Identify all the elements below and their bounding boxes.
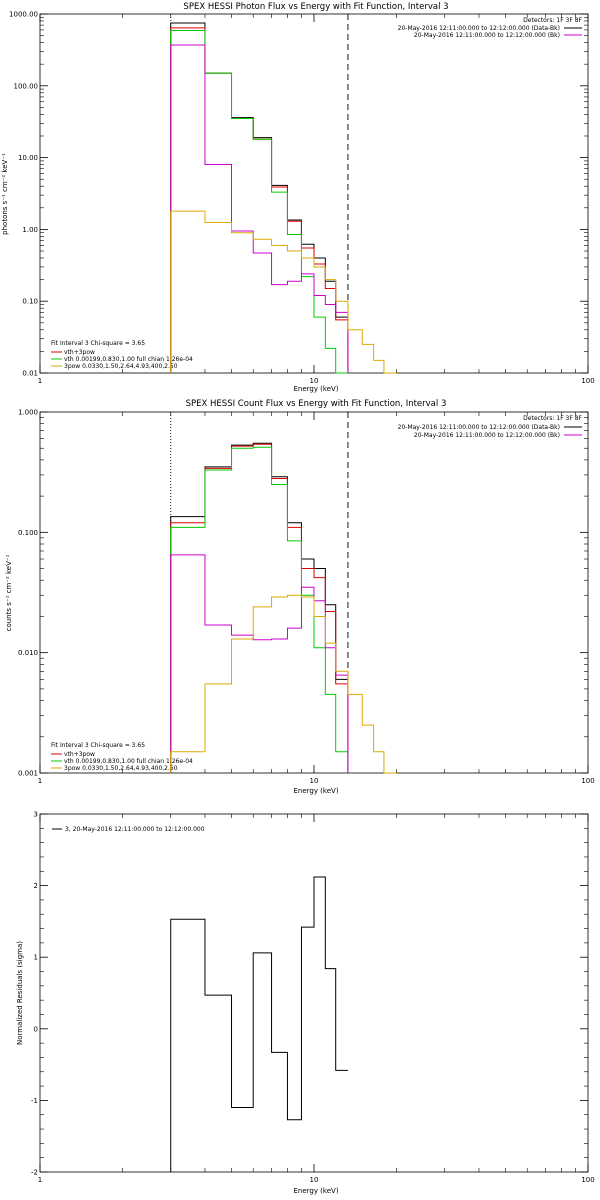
photon-flux-vlines [170, 14, 349, 373]
photon-flux-xlabel: Energy (keV) [293, 385, 338, 393]
count-flux-ytick-label-0-1: 0.100 [18, 529, 38, 537]
photon-flux-ylabel: photons s⁻¹ cm⁻² keV⁻¹ [1, 153, 9, 235]
residuals-xtick-label-1: 1 [38, 1176, 42, 1184]
photon-flux-detectors: Detectors: 1F 3F 8F [523, 17, 582, 24]
photon-flux-ytick-label-1: 1.00 [22, 226, 38, 234]
count-flux-legend-vth: vth 0.00199,0.830,1.00 full chian 1.26e-… [64, 758, 193, 765]
photon-flux-ticks: 1 10 100 0.01 0.10 1.00 10.00 100.00 1000.00 [9, 11, 595, 386]
residuals-legend: 3, 20-May-2016 12:11:00.000 to 12:12:00.… [65, 826, 205, 833]
count-flux-series-vth-0-00199-0-830-1-00-full-chian-1-26e- [170, 446, 349, 773]
count-flux-series [170, 442, 397, 774]
residuals-series [170, 876, 348, 1172]
residuals-xlabel: Energy (keV) [293, 1187, 338, 1195]
count-flux-ytick-label-0-001: 0.001 [18, 770, 38, 778]
count-flux-series-20-may-2016-12-11-00-000-to-12-12-00-000 [170, 554, 349, 773]
count-flux-xlabel: Energy (keV) [293, 787, 338, 795]
residuals-plot-frame [39, 813, 589, 1173]
count-flux-legend-vth3pow: vth+3pow [64, 751, 95, 758]
count-flux-ylabel: counts s⁻¹ cm⁻² keV⁻¹ [5, 554, 13, 631]
photon-flux-legend-data-bk: 20-May-2016 12:11:00.000 to 12:12:00.000… [398, 25, 560, 32]
residuals-ytick-label-2: -2 [31, 1169, 38, 1177]
photon-flux-ytick-label-10: 10.00 [18, 154, 38, 162]
residuals-ytick-label-3: 3 [34, 811, 38, 819]
photon-flux-fit-label: Fit Interval 3 Chi-square = 3.65 [51, 340, 145, 347]
photon-flux-series-3pow-0-0330-1-50-2-64-4-93-400-2-50 [170, 210, 397, 374]
count-flux-xtick-label-100: 100 [581, 777, 594, 785]
residuals-ytick-label-2: 2 [34, 882, 38, 890]
photon-flux-series-20-may-2016-12-11-00-000-to-12-12-00-000 [170, 22, 349, 373]
photon-flux-panel: SPEX HESSI Photon Flux vs Energy with Fi… [1, 2, 595, 393]
count-flux-xtick-label-10: 10 [310, 777, 319, 785]
photon-flux-plot-frame [39, 13, 589, 374]
residuals-ytick-label-0: 0 [34, 1025, 38, 1033]
photon-flux-ytick-label-0-1: 0.10 [22, 298, 38, 306]
photon-flux-legend-vth: vth 0.00199,0.830,1.00 full chian 1.26e-… [64, 356, 193, 363]
count-flux-xtick-label-1: 1 [38, 777, 42, 785]
residuals-ytick-label-1: 1 [34, 954, 38, 962]
photon-flux-legend-vth3pow: vth+3pow [64, 349, 95, 356]
photon-flux-xtick-label-10: 10 [310, 377, 319, 385]
count-flux-legend-bk: 20-May-2016 12:11:00.000 to 12:12:00.000… [414, 432, 560, 439]
count-flux-vlines [170, 412, 349, 773]
count-flux-detectors: Detectors: 1F 3F 8F [523, 415, 582, 422]
count-flux-panel: SPEX HESSI Count Flux vs Energy with Fit… [5, 399, 595, 795]
photon-flux-series-vth-3pow [170, 27, 349, 373]
residuals-ylabel: Normalized Residuals (sigma) [16, 941, 24, 1045]
photon-flux-xtick-label-1: 1 [38, 377, 42, 385]
count-flux-series-20-may-2016-12-11-00-000-to-12-12-00-000 [170, 442, 349, 773]
photon-flux-ytick-label-0-01: 0.01 [22, 370, 38, 378]
photon-flux-xtick-label-100: 100 [581, 377, 594, 385]
count-flux-series-3pow-0-0330-1-50-2-64-4-93-400-2-50 [170, 594, 397, 774]
count-flux-ytick-label-1: 1.000 [18, 409, 38, 417]
residuals-xtick-label-100: 100 [581, 1176, 594, 1184]
count-flux-ytick-label-0-01: 0.010 [18, 649, 38, 657]
residuals-ticks: 1 10 100 -2 -1 0 1 2 3 [31, 811, 595, 1185]
residuals-series-3-20-may-2016-12-11-00-000-to-12-12-00-0 [170, 876, 348, 1172]
photon-flux-ytick-label-1000: 1000.00 [9, 11, 38, 19]
residuals-ytick-label-1: -1 [31, 1097, 38, 1105]
residuals-panel: Energy (keV) Normalized Residuals (sigma… [16, 811, 595, 1196]
count-flux-fit-label: Fit Interval 3 Chi-square = 3.65 [51, 742, 145, 749]
count-flux-title: SPEX HESSI Count Flux vs Energy with Fit… [186, 399, 447, 409]
photon-flux-ytick-label-100: 100.00 [14, 82, 39, 90]
residuals-xtick-label-10: 10 [310, 1176, 319, 1184]
count-flux-ticks: 1 10 100 0.001 0.010 0.100 1.000 [18, 409, 595, 786]
photon-flux-series [170, 22, 397, 374]
photon-flux-legend-3pow: 3pow 0.0330,1.50,2.64,4.93,400,2.50 [64, 363, 178, 370]
photon-flux-title: SPEX HESSI Photon Flux vs Energy with Fi… [183, 2, 448, 12]
count-flux-legend-data-bk: 20-May-2016 12:11:00.000 to 12:12:00.000… [398, 424, 560, 431]
photon-flux-series-20-may-2016-12-11-00-000-to-12-12-00-000 [170, 44, 349, 373]
count-flux-legend-3pow: 3pow 0.0330,1.50,2.64,4.93,400,2.50 [64, 765, 178, 772]
photon-flux-legend-bk: 20-May-2016 12:11:00.000 to 12:12:00.000… [414, 32, 560, 39]
photon-flux-series-vth-0-00199-0-830-1-00-full-chian-1-26e- [170, 29, 348, 374]
count-flux-series-vth-3pow [170, 443, 349, 773]
